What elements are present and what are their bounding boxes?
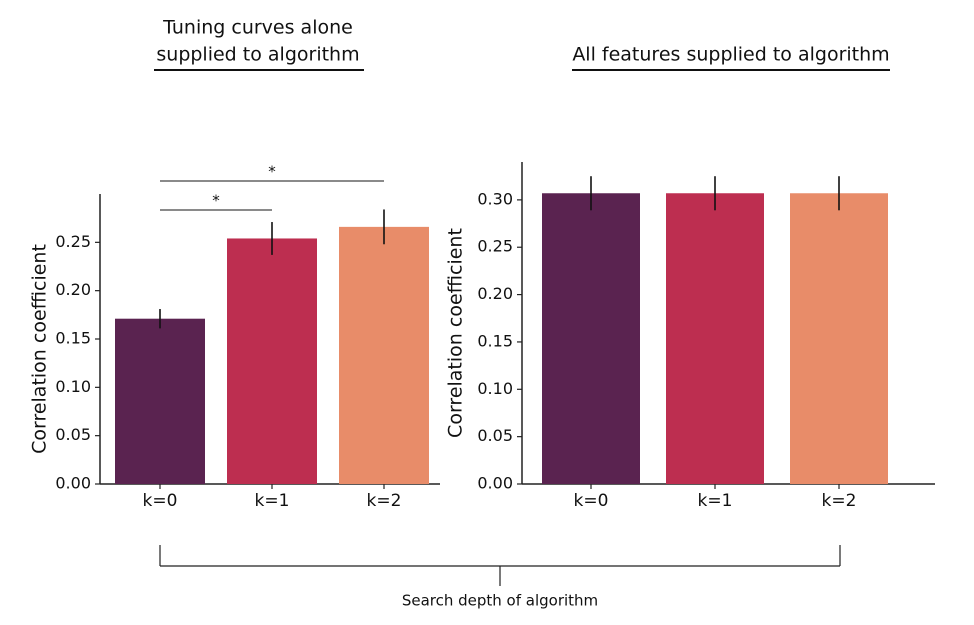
y-tick-label: 0.20: [477, 284, 513, 303]
bar: [666, 193, 764, 485]
y-tick-label: 0.05: [477, 426, 513, 445]
bar: [542, 193, 640, 485]
x-tick-label: k=1: [255, 491, 290, 511]
y-tick-label: 0.00: [477, 474, 513, 493]
x-tick-label: k=2: [367, 491, 402, 511]
y-tick-label: 0.20: [55, 280, 91, 299]
chart-title: Tuning curves alone: [162, 17, 353, 39]
y-axis-label: Correlation coefficient: [445, 228, 467, 438]
x-tick-label: k=1: [698, 491, 733, 511]
bar: [790, 193, 888, 485]
significance-marker: *: [212, 192, 220, 210]
significance-marker: *: [268, 163, 276, 181]
chart-title: supplied to algorithm: [156, 44, 359, 66]
y-tick-label: 0.10: [477, 379, 513, 398]
bar: [339, 226, 429, 484]
y-tick-label: 0.15: [55, 329, 91, 348]
y-tick-label: 0.25: [477, 237, 513, 256]
bar: [227, 238, 317, 484]
y-tick-label: 0.25: [55, 232, 91, 251]
y-tick-label: 0.30: [477, 189, 513, 208]
y-axis-label: Correlation coefficient: [29, 244, 51, 454]
x-axis-label: Search depth of algorithm: [402, 592, 598, 610]
x-tick-label: k=2: [822, 491, 857, 511]
y-tick-label: 0.15: [477, 331, 513, 350]
y-tick-label: 0.05: [55, 425, 91, 444]
chart-title: All features supplied to algorithm: [572, 44, 889, 66]
bar: [115, 318, 205, 484]
y-tick-label: 0.00: [55, 474, 91, 493]
x-tick-label: k=0: [143, 491, 178, 511]
x-tick-label: k=0: [574, 491, 609, 511]
y-tick-label: 0.10: [55, 377, 91, 396]
